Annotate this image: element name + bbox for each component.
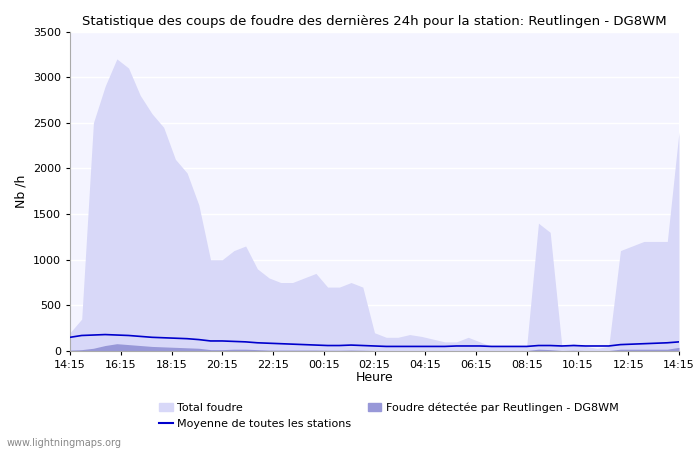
Y-axis label: Nb /h: Nb /h [14, 175, 27, 208]
Text: www.lightningmaps.org: www.lightningmaps.org [7, 438, 122, 448]
Title: Statistique des coups de foudre des dernières 24h pour la station: Reutlingen - : Statistique des coups de foudre des dern… [82, 14, 667, 27]
X-axis label: Heure: Heure [356, 371, 393, 384]
Legend: Total foudre, Moyenne de toutes les stations, Foudre détectée par Reutlingen - D: Total foudre, Moyenne de toutes les stat… [155, 398, 623, 433]
